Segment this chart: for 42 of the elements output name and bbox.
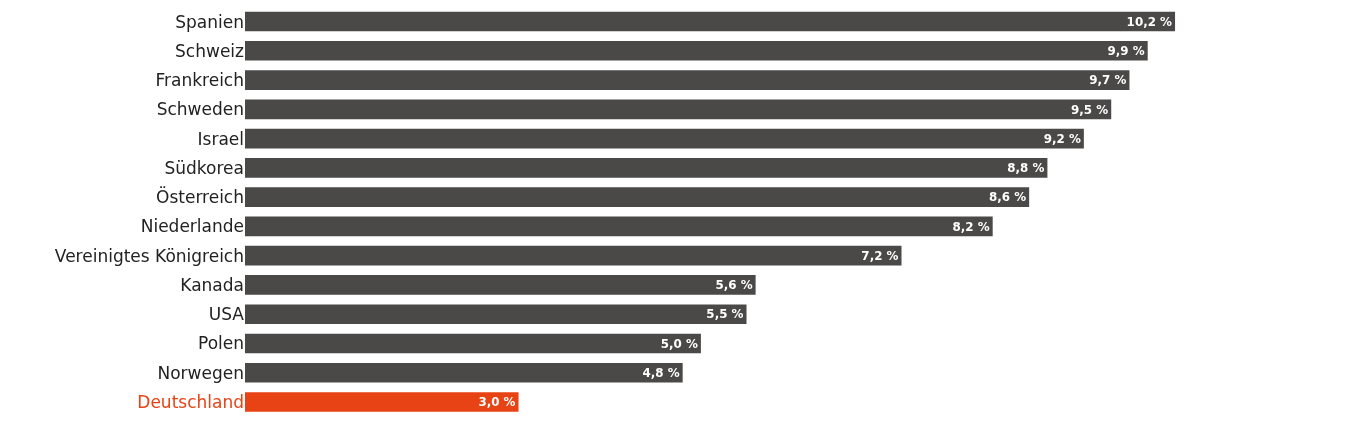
y-tick-label: Niederlande xyxy=(140,216,244,237)
data-label: 4,8 % xyxy=(642,365,680,380)
data-label: 9,2 % xyxy=(1043,131,1081,146)
y-tick-label: Österreich xyxy=(156,186,244,208)
y-tick-label: Frankreich xyxy=(155,70,244,91)
y-tick-label: Deutschland xyxy=(137,391,244,412)
data-label: 9,9 % xyxy=(1107,44,1145,59)
data-label: 5,6 % xyxy=(715,278,753,293)
y-tick-label: Polen xyxy=(197,333,244,354)
bar xyxy=(245,158,1048,178)
bar xyxy=(245,11,1176,32)
y-tick-label: Schweden xyxy=(156,99,244,120)
y-tick-label: Schweiz xyxy=(175,40,245,61)
data-label: 9,7 % xyxy=(1089,73,1127,88)
data-label: 9,5 % xyxy=(1071,102,1109,117)
bar xyxy=(245,275,756,295)
bar xyxy=(245,216,993,237)
bar xyxy=(245,187,1030,207)
y-tick-label: Vereinigtes Königreich xyxy=(54,245,244,266)
data-label: 10,2 % xyxy=(1126,14,1173,29)
y-tick-label: Spanien xyxy=(175,11,244,32)
bar xyxy=(245,128,1084,149)
bar xyxy=(245,70,1130,90)
data-label: 3,0 % xyxy=(478,395,516,410)
data-label: 8,6 % xyxy=(989,190,1027,205)
data-label: 7,2 % xyxy=(861,248,899,263)
y-tick-label: Kanada xyxy=(180,274,244,295)
bar xyxy=(245,304,747,324)
y-tick-label: USA xyxy=(208,304,245,325)
bar xyxy=(245,333,701,354)
bar xyxy=(245,392,519,412)
bar xyxy=(245,99,1112,120)
y-tick-label: Südkorea xyxy=(164,157,244,178)
y-tick-label: Israel xyxy=(197,128,244,149)
y-tick-label: Norwegen xyxy=(157,362,244,383)
data-label: 8,8 % xyxy=(1007,161,1045,176)
data-label: 5,0 % xyxy=(660,336,698,351)
bar xyxy=(245,362,683,383)
data-label: 5,5 % xyxy=(706,307,744,322)
bar xyxy=(245,41,1148,61)
bar xyxy=(245,245,902,266)
data-label: 8,2 % xyxy=(952,219,990,234)
